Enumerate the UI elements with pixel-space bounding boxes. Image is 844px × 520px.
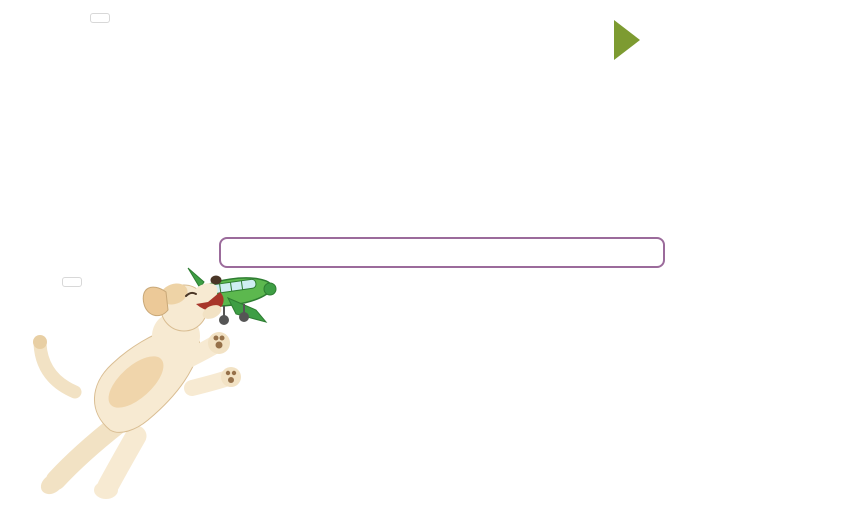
sell-point-banner-arrow xyxy=(614,20,640,60)
signal-caption xyxy=(219,237,665,268)
dog-with-toy-plane-illustration xyxy=(33,267,277,499)
dog-illustration xyxy=(33,275,241,499)
bottom-chart-legend xyxy=(62,277,82,287)
top-chart-legend xyxy=(90,13,110,23)
sell-point-banner xyxy=(468,26,614,55)
